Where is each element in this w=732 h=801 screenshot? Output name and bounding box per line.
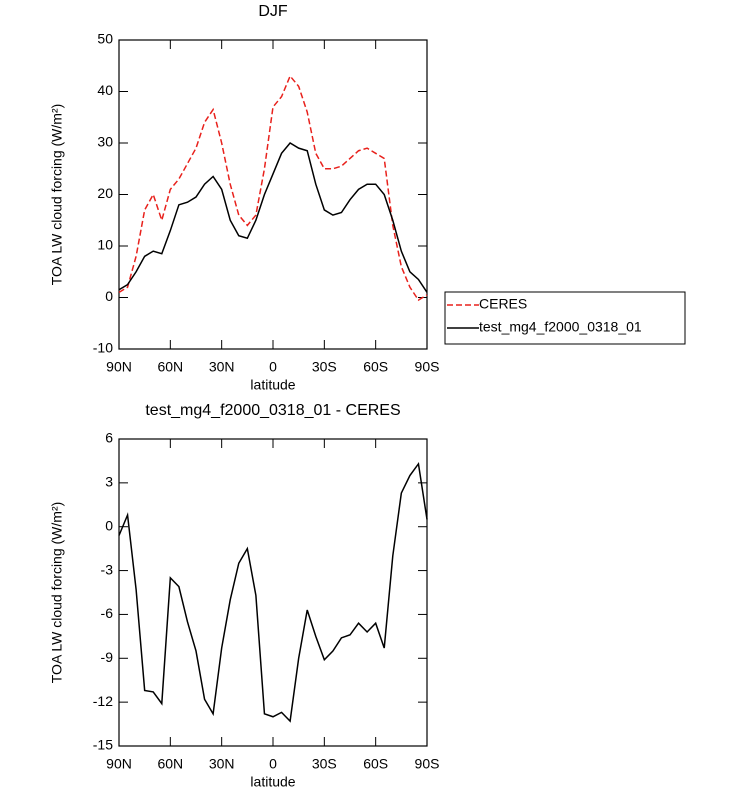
legend-box: [444, 291, 686, 345]
data-line: [118, 142, 428, 293]
x-tick-label: 90S: [415, 359, 440, 375]
x-axis-label: latitude: [250, 377, 295, 393]
x-tick-label: 60S: [363, 756, 388, 772]
x-tick-label: 90S: [415, 756, 440, 772]
x-tick-label: 90N: [106, 756, 132, 772]
y-tick-label: 0: [105, 517, 113, 533]
y-tick-label: 3: [105, 474, 113, 490]
legend-label: test_mg4_f2000_0318_01: [479, 319, 642, 335]
y-axis-label: TOA LW cloud forcing (W/m²): [49, 502, 65, 684]
y-tick-label: -12: [93, 693, 113, 709]
y-tick-label: 10: [97, 237, 113, 253]
plot-frame: [118, 39, 428, 350]
y-tick-label: 20: [97, 185, 113, 201]
y-tick-label: -10: [93, 340, 113, 356]
x-axis-label: latitude: [250, 774, 295, 790]
y-tick-label: -9: [101, 649, 114, 665]
x-tick-label: 30S: [312, 756, 337, 772]
x-tick-label: 0: [269, 756, 277, 772]
x-tick-label: 30N: [209, 756, 235, 772]
data-line: [118, 74, 428, 302]
y-tick-label: -15: [93, 737, 113, 753]
x-tick-label: 0: [269, 359, 277, 375]
data-line: [118, 461, 428, 723]
y-tick-label: 50: [97, 31, 113, 47]
x-tick-label: 30S: [312, 359, 337, 375]
legend-label: CERES: [479, 296, 527, 312]
y-axis-label: TOA LW cloud forcing (W/m²): [49, 104, 65, 286]
x-tick-label: 60N: [157, 359, 183, 375]
y-tick-label: 30: [97, 134, 113, 150]
x-tick-label: 90N: [106, 359, 132, 375]
y-tick-label: 40: [97, 82, 113, 98]
y-tick-label: 6: [105, 430, 113, 446]
x-tick-label: 30N: [209, 359, 235, 375]
x-tick-label: 60S: [363, 359, 388, 375]
y-tick-label: 0: [105, 288, 113, 304]
x-tick-label: 60N: [157, 756, 183, 772]
chart-title: DJF: [258, 3, 288, 20]
y-tick-label: -6: [101, 605, 114, 621]
plot-frame: [118, 438, 428, 747]
y-tick-label: -3: [101, 561, 114, 577]
chart-title: test_mg4_f2000_0318_01 - CERES: [145, 402, 400, 419]
